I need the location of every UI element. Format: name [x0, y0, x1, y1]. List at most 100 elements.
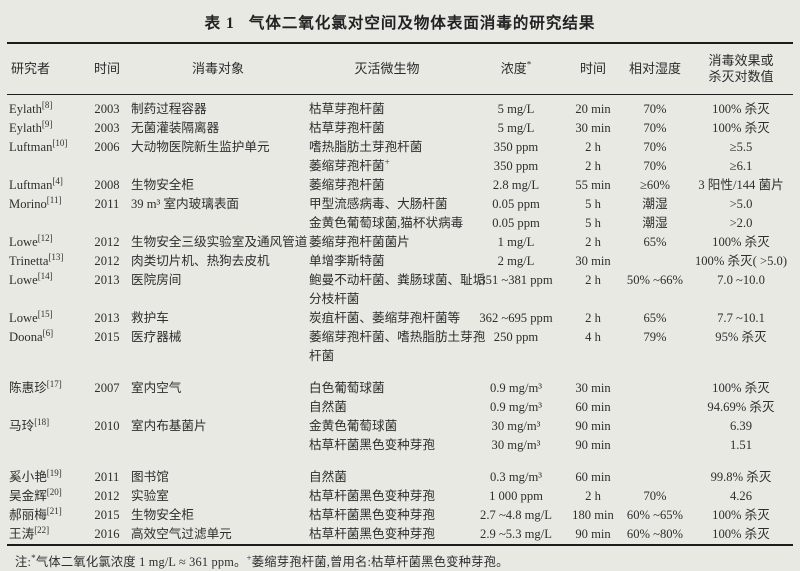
cell-concentration — [467, 347, 565, 366]
cell-effect: 100% 杀灭 — [712, 381, 770, 395]
footnote-marker-1: * — [31, 552, 36, 563]
table-row: 奚小艳[19] 2011 图书馆 自然菌 0.3 mg/m³ 60 min 99.8% 杀灭 — [7, 455, 793, 487]
cell-effect: 94.69% 杀灭 — [707, 400, 775, 414]
cell-researcher — [7, 398, 85, 417]
reference-marker: [9] — [41, 118, 53, 129]
cell-effect: 3 阳性/144 菌片 — [698, 178, 784, 192]
cell-object: 无菌灌装隔离器 — [131, 121, 220, 135]
cell-effect: 99.8% 杀灭 — [710, 470, 772, 484]
cell-time: 2 h — [585, 159, 601, 173]
table-row: 分枝杆菌 — [7, 290, 793, 309]
cell-researcher — [7, 436, 85, 455]
cell-researcher: Doona[6] — [9, 327, 54, 344]
footnote-marker-ref: + — [384, 156, 390, 167]
cell-concentration: 5 mg/L — [497, 121, 535, 135]
cell-microbe: 枯草杆菌黑色变种芽孢 — [309, 489, 435, 503]
table-row: Eylath[9] 2003 无菌灌装隔离器 枯草芽孢杆菌 5 mg/L 30 min 70… — [7, 119, 793, 138]
reference-marker: [15] — [37, 308, 53, 319]
cell-object — [129, 214, 307, 233]
cell-researcher: Lowe[12] — [9, 232, 53, 249]
table-header: 研究者 时间 消毒对象 灭活微生物 浓度* 时间 相对湿度 消毒效果或 杀灭对数值 — [7, 43, 793, 95]
table-row: 马玲[18] 2010 室内布基菌片 金黄色葡萄球菌 30 mg/m³ 90 min 6.3… — [7, 417, 793, 436]
cell-object — [129, 436, 307, 455]
cell-effect: 4.26 — [729, 489, 753, 503]
reference-marker: [14] — [37, 270, 53, 281]
cell-researcher: Eylath[8] — [9, 99, 53, 116]
cell-time: 2 h — [585, 273, 601, 287]
cell-researcher: 马玲[18] — [9, 416, 50, 433]
column-header-effect: 消毒效果或 杀灭对数值 — [689, 43, 793, 95]
cell-humidity — [621, 436, 689, 455]
cell-year: 2003 — [94, 102, 120, 116]
cell-object: 大动物医院新生监护单元 — [131, 140, 270, 154]
table-row: 陈惠珍[17] 2007 室内空气 白色葡萄球菌 0.9 mg/m³ 30 min 100%… — [7, 366, 793, 398]
cell-humidity: 60% ~65% — [626, 508, 684, 522]
cell-object — [129, 290, 307, 309]
reference-marker: [19] — [46, 467, 62, 478]
cell-year: 2013 — [94, 311, 120, 325]
cell-humidity — [621, 252, 689, 271]
reference-marker: [4] — [52, 175, 63, 186]
cell-effect: 100% 杀灭 — [712, 121, 770, 135]
cell-concentration: 350 ppm — [493, 140, 539, 154]
cell-object: 医院房间 — [131, 273, 182, 287]
cell-concentration: 0.9 mg/m³ — [489, 381, 543, 395]
table-row: 郝丽梅[21] 2015 生物安全柜 枯草杆菌黑色变种芽孢 2.7 ~4.8 mg/L 1… — [7, 506, 793, 525]
cell-time: 90 min — [575, 438, 611, 452]
cell-microbe: 单增李斯特菌 — [309, 254, 385, 268]
cell-object: 肉类切片机、热狗去皮机 — [131, 254, 270, 268]
cell-time: 20 min — [575, 102, 611, 116]
cell-researcher — [7, 157, 85, 176]
cell-microbe: 枯草杆菌黑色变种芽孢 — [309, 438, 435, 452]
cell-year — [85, 436, 129, 455]
cell-concentration: 351 ~381 ppm — [479, 273, 553, 287]
cell-humidity — [621, 455, 689, 487]
cell-effect: 7.0 ~10.0 — [717, 273, 765, 287]
cell-year: 2015 — [94, 330, 120, 344]
cell-humidity: 65% — [643, 235, 667, 249]
table-row: Luftman[10] 2006 大动物医院新生监护单元 嗜热脂肪土芽孢杆菌 350 p… — [7, 138, 793, 157]
cell-microbe: 甲型流感病毒、大肠杆菌 — [309, 197, 448, 211]
cell-researcher — [7, 347, 85, 366]
cell-year — [85, 214, 129, 233]
cell-researcher: Lowe[15] — [9, 308, 53, 325]
cell-year: 2010 — [94, 419, 120, 433]
header-row: 研究者 时间 消毒对象 灭活微生物 浓度* 时间 相对湿度 消毒效果或 杀灭对数值 — [7, 43, 793, 95]
cell-object: 图书馆 — [131, 470, 169, 484]
cell-concentration: 350 ppm — [493, 159, 539, 173]
cell-microbe: 枯草芽孢杆菌 — [309, 102, 385, 116]
cell-object: 生物安全柜 — [131, 508, 194, 522]
cell-microbe: 金黄色葡萄球菌 — [309, 419, 398, 433]
cell-effect: ≥5.5 — [729, 140, 753, 154]
cell-time — [565, 290, 621, 309]
cell-researcher: Morino[11] — [9, 194, 62, 211]
reference-marker: [6] — [42, 327, 54, 338]
cell-year — [85, 347, 129, 366]
cell-time: 90 min — [575, 527, 611, 541]
cell-humidity: 60% ~80% — [626, 527, 684, 541]
cell-time: 55 min — [575, 178, 611, 192]
cell-researcher: 郝丽梅[21] — [9, 505, 62, 522]
cell-humidity: 70% — [643, 159, 667, 173]
cell-microbe: 萎缩芽孢杆菌 — [309, 178, 385, 192]
cell-researcher: 陈惠珍[17] — [9, 378, 62, 395]
cell-microbe: 萎缩芽孢杆菌菌片 — [309, 235, 410, 249]
cell-time: 180 min — [572, 508, 614, 522]
cell-effect: >2.0 — [729, 216, 753, 230]
table-title: 表 1 气体二氧化氯对空间及物体表面消毒的研究结果 — [7, 4, 793, 42]
column-header-microbe: 灭活微生物 — [307, 43, 467, 95]
cell-concentration — [467, 290, 565, 309]
cell-concentration: 0.9 mg/m³ — [489, 400, 543, 414]
cell-time: 30 min — [575, 381, 611, 395]
reference-marker: [8] — [41, 99, 53, 110]
reference-marker: [21] — [46, 505, 62, 516]
cell-effect: 100% 杀灭 — [712, 508, 770, 522]
cell-microbe: 分枝杆菌 — [309, 292, 360, 306]
cell-concentration: 2.7 ~4.8 mg/L — [480, 508, 552, 522]
cell-humidity: 79% — [643, 330, 667, 344]
footnote-text-2: 萎缩芽孢杆菌,曾用名:枯草杆菌黑色变种芽孢。 — [251, 555, 509, 569]
cell-humidity: 50% ~66% — [626, 273, 684, 287]
table-body: Eylath[8] 2003 制药过程容器 枯草芽孢杆菌 5 mg/L 20 min 70%… — [7, 95, 793, 546]
cell-object: 高效空气过滤单元 — [131, 527, 232, 541]
cell-humidity: 潮湿 — [642, 216, 668, 230]
